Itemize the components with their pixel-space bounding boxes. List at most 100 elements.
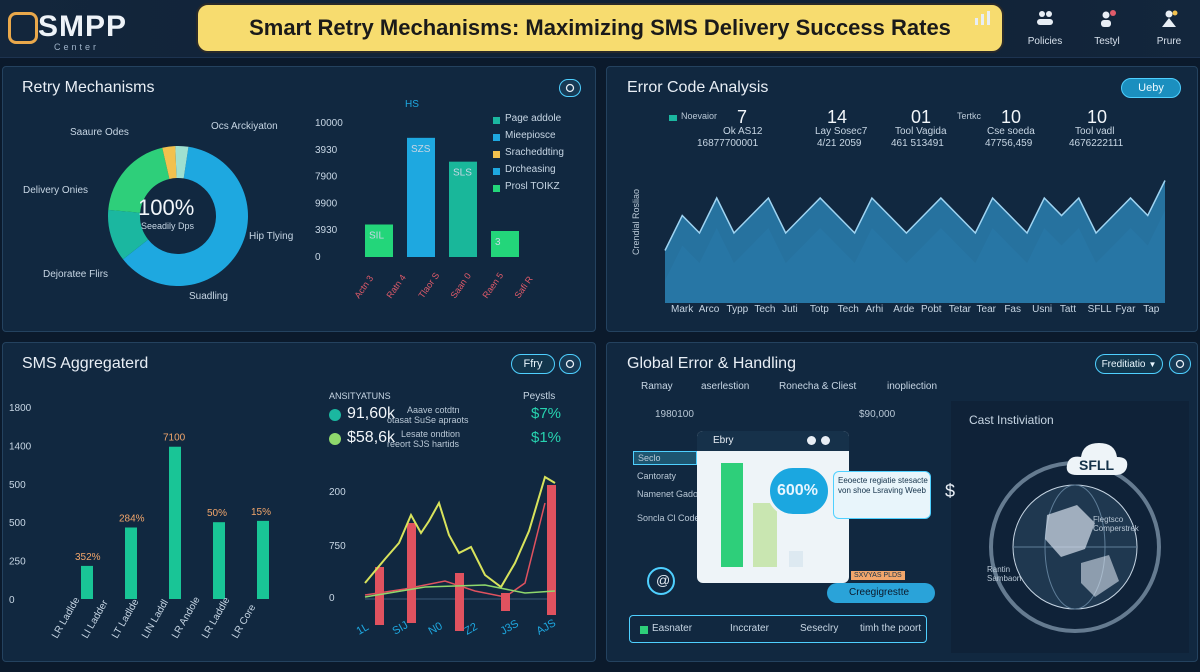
- side-label-2: Namenet Gadotoder: [637, 489, 719, 499]
- retry-xlabel-4: Raen 5: [480, 271, 505, 301]
- agg-ytick-3: 500: [9, 518, 26, 529]
- aggregator-refresh-button[interactable]: [559, 354, 581, 374]
- error-area-chart: [664, 180, 1166, 303]
- globe-label-1: Flegtsco Comperstrek: [1093, 515, 1139, 533]
- refresh-icon: [565, 83, 575, 93]
- bottom-legend-3: timh the poort: [860, 623, 922, 634]
- area-xlabel-15: SFLL: [1088, 304, 1112, 315]
- aggregator-filter-pill[interactable]: Ffry: [511, 354, 555, 374]
- donut-label-0: Saaure Odes: [70, 127, 129, 138]
- retry-bar-2: [449, 161, 477, 257]
- retry-bar-chart: 10000 3930 7900 9900 3930 0 SIL SZS SLS 3 Actn 3 Ra…: [315, 118, 535, 301]
- card-bar-1: [721, 463, 743, 567]
- agg-xlabel-1: LI Ladder: [80, 598, 111, 641]
- line-xlabel-3: Z2: [463, 621, 480, 638]
- nav-label-prure: Prure: [1156, 36, 1182, 47]
- cast-panel: Cast Instiviation SFLL Flegtsco Comperst…: [951, 401, 1189, 653]
- stats-title-2: Peystls: [523, 391, 556, 402]
- filter-ronecha[interactable]: Ronecha & Cliest: [779, 381, 857, 392]
- legend-swatch-4: [493, 185, 500, 192]
- side-label-3: Soncla Cl Code: [637, 513, 700, 523]
- stat-dot-0: [329, 409, 341, 421]
- retry-ytick-3: 9900: [315, 198, 338, 209]
- cast-panel-title: Cast Instiviation: [969, 413, 1054, 427]
- agg-bar-label-2: 7100: [163, 433, 186, 444]
- callout-text: Eeoecte regiatie stesacte von shoe Lsrav…: [838, 476, 928, 495]
- area-xlabel-8: Arde: [893, 304, 915, 315]
- retry-refresh-button[interactable]: [559, 79, 581, 97]
- nav-item-testyl[interactable]: Testyl: [1076, 6, 1138, 50]
- chevron-down-icon: ▼: [1148, 359, 1157, 369]
- donut-label-3: Hip Tlying: [249, 231, 294, 242]
- line-series-red: [364, 502, 546, 598]
- area-xlabel-5: Totp: [810, 304, 829, 315]
- nav-item-prure[interactable]: Prure: [1138, 6, 1200, 50]
- retry-bar-label-3: 3: [495, 237, 501, 248]
- side-label-1: Cantoraty: [637, 471, 677, 481]
- agg-ytick-0: 1800: [9, 403, 32, 414]
- area-xlabel-11: Tear: [977, 304, 997, 315]
- callout-box: Eeoecte regiatie stesacte von shoe Lsrav…: [833, 471, 931, 519]
- error-filter-pill[interactable]: Ueby: [1121, 78, 1181, 98]
- donut-slice-2: [108, 147, 170, 213]
- nav-label-policies: Policies: [1027, 36, 1063, 47]
- retry-bar-0: [365, 224, 393, 257]
- global-filter-dropdown[interactable]: Freditiatio ▼: [1095, 354, 1163, 374]
- donut-label-4: Dejoratee Flirs: [43, 269, 109, 280]
- area-xlabel-14: Tatt: [1060, 304, 1076, 315]
- donut-center-value: 100%: [138, 195, 195, 220]
- filter-inopliection[interactable]: inopliection: [887, 381, 938, 392]
- legend-swatch-3: [493, 168, 500, 175]
- agg-xlabel-6: LR Core: [230, 602, 258, 640]
- agg-ytick-4: 250: [9, 557, 26, 568]
- stat-dot-1: [329, 433, 341, 445]
- aggregator-pill-label: Ffry: [523, 358, 543, 370]
- card-dot-2: [821, 436, 830, 445]
- agg-xlabel-3: LIN Laddl: [140, 598, 171, 641]
- retry-donut-chart: [108, 146, 248, 286]
- sms-aggregator-panel: SMS Aggregaterd Ffry 1800 1400 500 500 250 0 3…: [2, 342, 596, 662]
- retry-ytick-0: 10000: [315, 118, 343, 129]
- people-icon: [1037, 11, 1053, 25]
- line-xlabel-2: N0: [427, 620, 445, 637]
- filter-aserlestion[interactable]: aserlestion: [701, 381, 750, 392]
- line-ytick-0: 200: [329, 487, 346, 498]
- retry-ytick-5: 0: [315, 252, 321, 263]
- logo[interactable]: SMPP Center: [8, 8, 128, 52]
- donut-slice-1: [108, 209, 149, 260]
- error-code-panel: Error Code Analysis Ueby Noevaior Tertkc…: [606, 66, 1198, 332]
- retry-xlabel-2: Tlaor S: [416, 271, 441, 301]
- error-legend-swatch: [669, 115, 677, 121]
- agg-bar-label-4: 15%: [251, 507, 271, 518]
- area-front: [665, 180, 1165, 303]
- nav-item-policies[interactable]: Policies: [1014, 6, 1076, 50]
- agg-xlabel-5: LR Laddle: [200, 595, 233, 640]
- retry-bar-label-2: SLS: [453, 168, 472, 179]
- global-panel-title: Global Error & Handling: [627, 355, 796, 372]
- area-xlabel-9: Pobt: [921, 304, 942, 315]
- nav-item-chart[interactable]: [952, 6, 1014, 50]
- global-refresh-button[interactable]: [1169, 354, 1191, 374]
- line-bar-4: [547, 485, 556, 615]
- agg-bar-3: [213, 522, 225, 599]
- retry-bar-label-1: SZS: [411, 144, 431, 155]
- global-right-number: $90,000: [859, 409, 896, 420]
- legend-swatch-easnater: [640, 626, 648, 634]
- retry-bar-top-label: HS: [405, 99, 419, 110]
- page-title: Smart Retry Mechanisms: Maximizing SMS D…: [196, 3, 1004, 53]
- primary-action-button[interactable]: Creegigrestte: [827, 583, 935, 603]
- globe-icon: [989, 461, 1161, 633]
- globe-label-2: Rantin Sambaon: [987, 565, 1022, 583]
- top-nav: Policies Testyl Prure: [952, 6, 1200, 50]
- agg-xlabel-0: LR Ladlde: [50, 595, 83, 640]
- logo-subtitle: Center: [54, 42, 100, 52]
- card-dot-1: [807, 436, 816, 445]
- legend-item-0: Page addole: [505, 113, 562, 124]
- filter-ramay[interactable]: Ramay: [641, 381, 673, 392]
- agg-bar-2: [169, 446, 181, 599]
- line-ytick-1: 750: [329, 541, 346, 552]
- line-series-yellow: [364, 475, 556, 589]
- agg-ytick-1: 1400: [9, 441, 32, 452]
- legend-item-4: Prosl TOIKZ: [505, 181, 560, 192]
- retry-legend: Page addole Mieepiosce Sracheddting Drch…: [493, 113, 583, 193]
